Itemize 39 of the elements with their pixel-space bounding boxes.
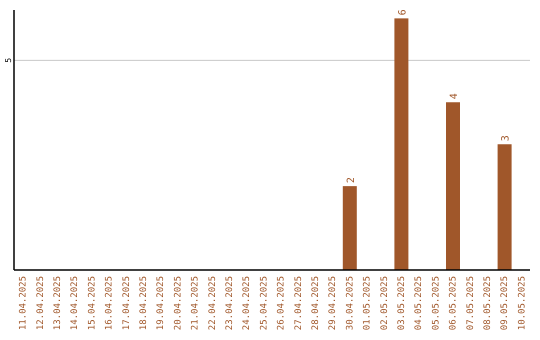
- x-tick-label: 13.04.2025: [53, 276, 63, 330]
- data-label: 4: [449, 93, 460, 100]
- x-tick-label: 24.04.2025: [242, 276, 252, 330]
- data-label: 3: [500, 135, 512, 142]
- data-label: 2: [346, 177, 357, 184]
- x-tick-label: 02.05.2025: [380, 276, 390, 330]
- x-tick-label: 11.04.2025: [18, 276, 29, 330]
- bar: [498, 144, 512, 270]
- bar: [446, 102, 460, 270]
- x-tick-label: 06.05.2025: [448, 276, 459, 330]
- x-tick-label: 28.04.2025: [311, 276, 321, 330]
- x-tick-label: 17.04.2025: [122, 276, 132, 330]
- x-tick-label: 20.04.2025: [173, 276, 184, 330]
- x-tick-label: 26.04.2025: [276, 276, 287, 330]
- x-tick-label: 04.05.2025: [414, 276, 424, 330]
- x-tick-label: 23.04.2025: [225, 276, 235, 330]
- x-tick-label: 14.04.2025: [70, 276, 80, 330]
- data-label: 6: [397, 9, 408, 16]
- x-tick-label: 19.04.2025: [156, 276, 166, 330]
- x-tick-label: 10.05.2025: [517, 276, 528, 330]
- x-tick-label: 22.04.2025: [208, 276, 218, 330]
- x-tick-label: 27.04.2025: [294, 276, 304, 330]
- x-tick-label: 30.04.2025: [345, 276, 356, 330]
- x-tick-label: 29.04.2025: [328, 276, 338, 330]
- x-tick-label: 16.04.2025: [104, 276, 115, 330]
- x-tick-label: 07.05.2025: [466, 276, 476, 330]
- x-tick-label: 01.05.2025: [362, 276, 373, 330]
- y-tick-label: 5: [4, 58, 13, 63]
- x-tick-label: 25.04.2025: [259, 276, 270, 330]
- x-tick-label: 15.04.2025: [87, 276, 98, 330]
- x-tick-label: 12.04.2025: [36, 276, 46, 330]
- x-tick-label: 03.05.2025: [397, 276, 407, 330]
- x-tick-label: 21.04.2025: [190, 276, 201, 330]
- x-tick-label: 05.05.2025: [431, 276, 442, 330]
- x-tick-label: 18.04.2025: [139, 276, 149, 330]
- x-tick-label: 09.05.2025: [500, 276, 510, 330]
- bar: [342, 186, 357, 270]
- x-tick-label: 08.05.2025: [483, 276, 493, 330]
- bar: [394, 18, 408, 270]
